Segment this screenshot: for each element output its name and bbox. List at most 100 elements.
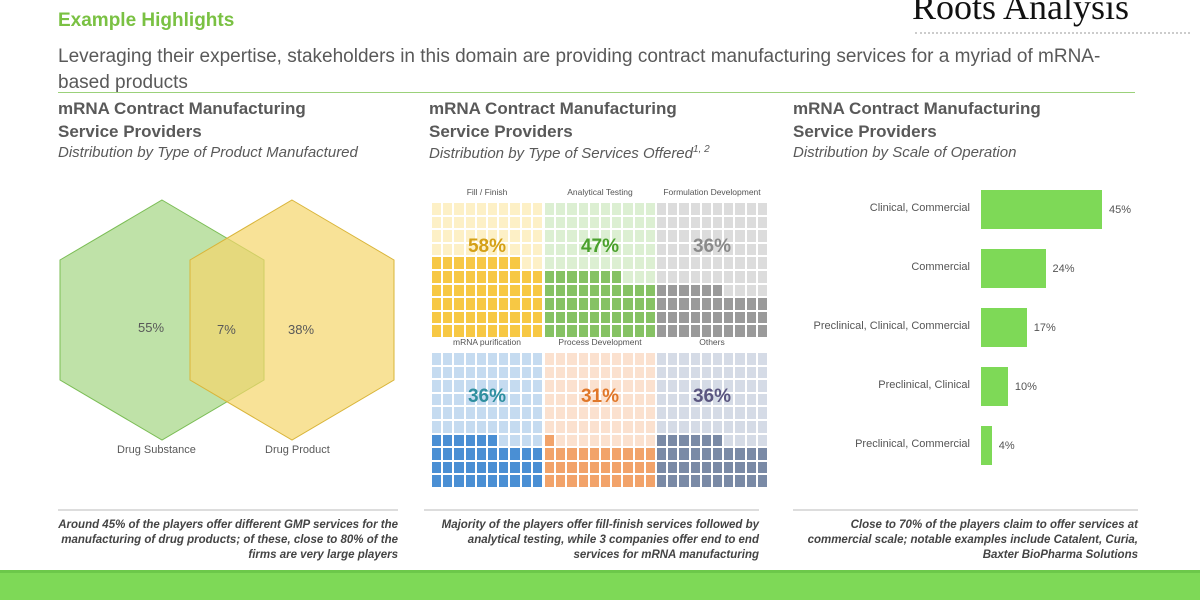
waffle-cell-empty	[701, 203, 711, 215]
waffle-cell-filled	[634, 325, 644, 337]
waffle-cell-empty	[701, 380, 711, 392]
waffle-cell-empty	[600, 380, 611, 392]
waffle-cell-filled	[465, 298, 475, 310]
waffle-cell-empty	[690, 380, 700, 392]
waffle-cell-empty	[432, 216, 442, 229]
venn-label-drug-substance-only: 55%	[138, 320, 165, 335]
waffle-cell-filled	[712, 434, 723, 447]
logo: Roots Analysis	[912, 0, 1130, 27]
waffle-cell-empty	[668, 203, 678, 215]
waffle-cell-empty	[634, 243, 644, 256]
waffle-cell-filled	[589, 475, 599, 487]
waffle-cell-empty	[634, 380, 644, 392]
waffle-cell-filled	[545, 284, 555, 297]
waffle-cell-empty	[454, 203, 464, 215]
waffle-cell-empty	[724, 271, 734, 283]
waffle-cell-empty	[600, 230, 611, 242]
waffle-cell-empty	[712, 407, 723, 419]
bar-category-label: Preclinical, Clinical	[878, 379, 970, 391]
waffle-cell-empty	[690, 243, 700, 256]
waffle-cell-filled	[499, 325, 509, 337]
waffle-cell-filled	[432, 325, 442, 337]
waffle-cell-filled	[567, 284, 577, 297]
waffle-cell-empty	[567, 434, 577, 447]
waffle-cell-empty	[510, 380, 520, 392]
waffle-cell-filled	[476, 448, 486, 460]
waffle-cell-filled	[432, 298, 442, 310]
waffle-cell-empty	[556, 230, 566, 242]
waffle-cell-filled	[532, 448, 542, 460]
waffle-cell-empty	[690, 203, 700, 215]
waffle-cell-empty	[724, 393, 734, 406]
waffle-cell-empty	[690, 421, 700, 433]
waffle-cell-empty	[724, 407, 734, 419]
waffle-cell-filled	[690, 284, 700, 297]
waffle-cell-filled	[746, 298, 756, 310]
subtitle: Leveraging their expertise, stakeholders…	[58, 46, 1101, 93]
waffle-cell-filled	[712, 461, 723, 474]
waffle-cell-filled	[521, 475, 531, 487]
waffle-cell-filled	[623, 284, 633, 297]
waffle-cell-filled	[545, 298, 555, 310]
waffle-cell-empty	[679, 366, 689, 379]
waffle-cell-filled	[443, 475, 453, 487]
waffle-cell-empty	[623, 380, 633, 392]
waffle-cell-filled	[757, 475, 767, 487]
waffle-cell-empty	[679, 243, 689, 256]
waffle-cell-empty	[735, 366, 745, 379]
waffle-cell-filled	[623, 461, 633, 474]
waffle-cell-empty	[735, 243, 745, 256]
waffle-cell-filled	[724, 448, 734, 460]
waffle-cell-filled	[623, 311, 633, 324]
waffle-cell-empty	[724, 366, 734, 379]
waffle-cell-empty	[578, 203, 588, 215]
waffle-cell-empty	[623, 257, 633, 269]
panel-heading: mRNA Contract Manufacturing Service Prov…	[429, 99, 677, 141]
waffle-cell-empty	[567, 366, 577, 379]
waffle-cell-empty	[589, 353, 599, 365]
waffle-cell-empty	[634, 203, 644, 215]
waffle-cell-empty	[600, 353, 611, 365]
waffle-cell-filled	[510, 325, 520, 337]
waffle-cell-filled	[521, 298, 531, 310]
waffle-cell-empty	[600, 203, 611, 215]
waffle-cell-empty	[735, 353, 745, 365]
waffle-cell-filled	[668, 448, 678, 460]
waffle-cell-empty	[623, 230, 633, 242]
waffle-cell-empty	[556, 434, 566, 447]
waffle-cell-empty	[645, 230, 655, 242]
waffle-cell-empty	[679, 257, 689, 269]
waffle-cell-empty	[454, 393, 464, 406]
waffle-cell-filled	[746, 475, 756, 487]
waffle-cell-empty	[521, 407, 531, 419]
waffle-cell-empty	[712, 366, 723, 379]
waffle-cell-empty	[668, 380, 678, 392]
waffle-cell-filled	[476, 298, 486, 310]
waffle-cell-filled	[510, 257, 520, 269]
waffle-cell-filled	[701, 461, 711, 474]
waffle-cell-filled	[443, 298, 453, 310]
panel-subheading: Distribution by Type of Product Manufact…	[58, 144, 358, 161]
waffle-cell-empty	[510, 393, 520, 406]
waffle-cell-filled	[712, 298, 723, 310]
waffle-cell-filled	[623, 448, 633, 460]
waffle-cell-empty	[510, 434, 520, 447]
note-divider	[424, 509, 759, 511]
waffle-cell-empty	[645, 257, 655, 269]
waffle-cell-empty	[510, 353, 520, 365]
waffle-cell-filled	[465, 257, 475, 269]
waffle-cell-empty	[657, 243, 667, 256]
waffle-cell-empty	[545, 243, 555, 256]
waffle-cell-filled	[487, 461, 498, 474]
waffle-cell-empty	[746, 271, 756, 283]
waffle-cell-empty	[545, 203, 555, 215]
waffle-cell-filled	[679, 298, 689, 310]
waffle-cell-filled	[556, 298, 566, 310]
waffle-cell-filled	[657, 475, 667, 487]
waffle-cell-empty	[589, 380, 599, 392]
waffle-cell-empty	[521, 366, 531, 379]
waffle-cell-filled	[521, 325, 531, 337]
waffle-cell-empty	[487, 366, 498, 379]
waffle-cell-empty	[432, 393, 442, 406]
waffle-cell-empty	[532, 366, 542, 379]
